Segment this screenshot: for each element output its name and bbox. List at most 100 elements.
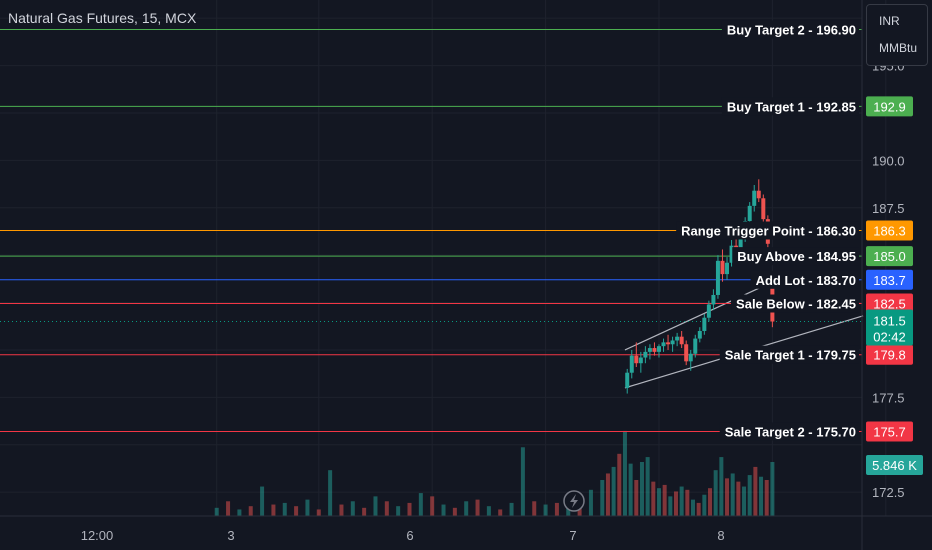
volume-bar bbox=[759, 476, 764, 516]
last-price-countdown: 02:42 bbox=[873, 330, 906, 345]
volume-bar bbox=[719, 457, 724, 516]
volume-bar bbox=[328, 470, 333, 516]
last-price-value: 181.5 bbox=[873, 314, 906, 329]
last-price-tag bbox=[866, 309, 913, 346]
volume-bar bbox=[628, 463, 633, 516]
candle-body bbox=[711, 294, 716, 305]
volume-bar bbox=[520, 447, 525, 516]
candle-body bbox=[715, 260, 720, 295]
level-label: Range Trigger Point - 186.30 bbox=[681, 224, 856, 239]
volume-bar bbox=[702, 494, 707, 516]
candle-body bbox=[693, 338, 698, 354]
level-price-tag-text: 175.7 bbox=[873, 424, 906, 439]
volume-bar bbox=[282, 502, 287, 516]
candle-body bbox=[652, 348, 657, 352]
candle-body bbox=[625, 372, 630, 388]
level-label-bg bbox=[719, 345, 859, 364]
volume-bar bbox=[673, 491, 678, 516]
volume-bar bbox=[554, 502, 559, 516]
level-label-bg bbox=[721, 20, 859, 39]
level-price-tag-text: 192.9 bbox=[873, 99, 906, 114]
level-label: Buy Target 1 - 192.85 bbox=[727, 99, 856, 114]
level-label-bg bbox=[731, 294, 859, 313]
volume-bar bbox=[305, 499, 310, 516]
candle-body bbox=[752, 190, 757, 206]
volume-bar bbox=[645, 457, 650, 516]
x-tick-label: 3 bbox=[227, 528, 234, 543]
candle-body bbox=[697, 330, 702, 339]
volume-bar bbox=[543, 504, 548, 516]
currency-label: INR bbox=[879, 14, 900, 28]
candle-body bbox=[634, 355, 639, 364]
volume-bar bbox=[350, 501, 355, 516]
volume-tag bbox=[866, 455, 923, 475]
candle-body bbox=[688, 353, 693, 362]
volume-bar bbox=[713, 470, 718, 516]
volume-bar bbox=[747, 475, 752, 516]
volume-bar bbox=[668, 496, 673, 516]
level-label-bg bbox=[721, 97, 859, 116]
volume-bar bbox=[396, 506, 401, 516]
volume-bar bbox=[452, 507, 457, 516]
level-label-bg bbox=[732, 247, 859, 266]
candle-body bbox=[666, 342, 671, 345]
volume-bar bbox=[736, 481, 741, 516]
volume-bar bbox=[430, 496, 435, 516]
level-label: Sale Target 1 - 179.75 bbox=[725, 348, 856, 363]
x-tick-label: 12:00 bbox=[81, 528, 114, 543]
level-label: Sale Below - 182.45 bbox=[736, 297, 856, 312]
lightning-glyph bbox=[570, 494, 578, 508]
candle-body bbox=[756, 190, 761, 199]
level-price-tag bbox=[866, 220, 913, 241]
volume-bar bbox=[248, 506, 253, 516]
volume-bar bbox=[532, 501, 537, 516]
volume-bar bbox=[753, 466, 758, 516]
candle-body bbox=[670, 340, 675, 345]
volume-bar bbox=[696, 502, 701, 516]
candle-body bbox=[720, 260, 725, 275]
candle-body bbox=[656, 346, 661, 352]
volume-bar bbox=[509, 502, 514, 516]
volume-bar bbox=[407, 502, 412, 516]
candle-body bbox=[706, 304, 711, 318]
volume-bar bbox=[362, 507, 367, 516]
volume-bar bbox=[611, 466, 616, 516]
volume-bar bbox=[294, 506, 299, 516]
level-price-tag bbox=[866, 421, 913, 442]
candle-body bbox=[679, 336, 684, 345]
level-label-bg bbox=[719, 422, 859, 441]
x-tick-label: 7 bbox=[569, 528, 576, 543]
level-label: Add Lot - 183.70 bbox=[756, 273, 856, 288]
candle-body bbox=[684, 344, 689, 362]
unit-selector[interactable]: INR MMBtu bbox=[866, 4, 928, 66]
volume-bar bbox=[486, 506, 491, 516]
volume-bar bbox=[622, 430, 627, 516]
volume-bar bbox=[742, 486, 747, 516]
candle-body bbox=[638, 357, 643, 364]
volume-bar bbox=[691, 499, 695, 516]
volume-bar bbox=[214, 507, 219, 516]
volume-bar bbox=[237, 509, 242, 516]
candle-body bbox=[738, 232, 743, 252]
candle-body bbox=[761, 198, 766, 220]
level-price-tag-text: 183.7 bbox=[873, 273, 906, 288]
volume-bar bbox=[679, 486, 684, 516]
level-price-tag-text: 182.5 bbox=[873, 297, 906, 312]
candle-body bbox=[629, 355, 634, 373]
volume-bar bbox=[441, 504, 446, 516]
volume-bar bbox=[656, 488, 661, 516]
level-price-tag bbox=[866, 96, 913, 117]
level-price-tag bbox=[866, 269, 913, 290]
unit-label: MMBtu bbox=[879, 41, 918, 55]
volume-bar bbox=[617, 453, 622, 516]
volume-tag-text: 5.846 K bbox=[872, 458, 917, 473]
level-label: Buy Above - 184.95 bbox=[737, 249, 856, 264]
volume-bar bbox=[260, 486, 265, 516]
candle-body bbox=[725, 262, 730, 275]
y-tick-label: 172.5 bbox=[872, 485, 905, 500]
level-label: Buy Target 2 - 196.90 bbox=[727, 23, 856, 38]
volume-bar bbox=[316, 509, 321, 516]
volume-bar bbox=[271, 504, 276, 516]
level-price-tag bbox=[866, 293, 913, 314]
